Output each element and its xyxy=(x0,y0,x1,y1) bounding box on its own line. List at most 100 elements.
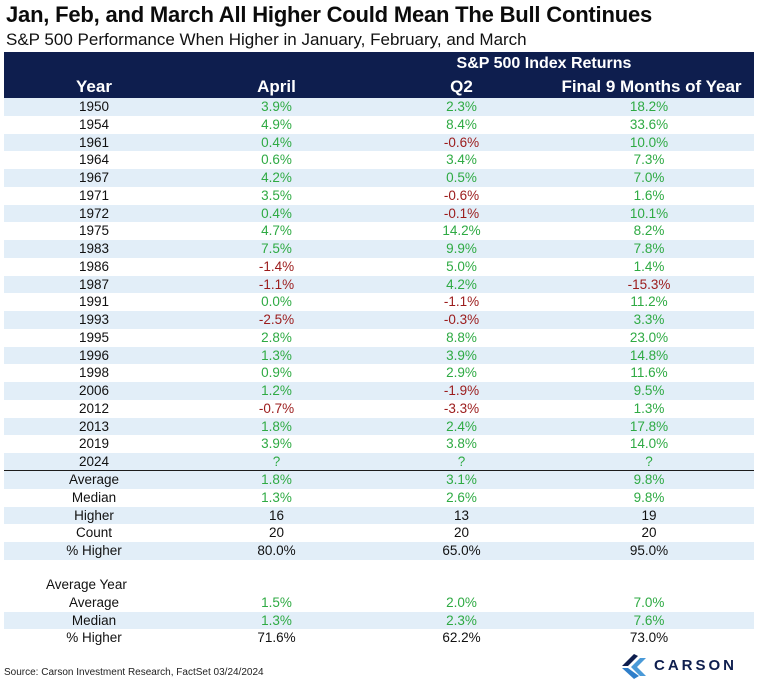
year-cell: 2013 xyxy=(78,418,110,434)
april-cell: 20 xyxy=(268,525,285,541)
year-cell: 1987 xyxy=(78,276,110,292)
table-row: 1971 3.5% -0.6% 1.6% xyxy=(4,187,754,205)
q2-cell: 20 xyxy=(453,525,470,541)
year-cell: 1986 xyxy=(78,258,110,274)
summary-row: Median 1.3% 2.6% 9.8% xyxy=(4,489,754,507)
final-9-months-cell: 9.5% xyxy=(633,383,665,398)
final-9-months-cell: 10.1% xyxy=(629,205,669,221)
q2-cell: 9.9% xyxy=(446,241,477,256)
carson-logo-icon xyxy=(622,654,646,679)
summary-row: Average 1.8% 3.1% 9.8% xyxy=(4,471,754,489)
table-row: 1950 3.9% 2.3% 18.2% xyxy=(4,98,754,116)
q2-cell: -1.1% xyxy=(443,294,480,310)
q2-cell: -0.1% xyxy=(443,205,480,221)
april-cell: 3.9% xyxy=(261,99,292,114)
q2-cell: -0.6% xyxy=(443,187,480,203)
table-row: 1993 -2.5% -0.3% 3.3% xyxy=(4,311,754,329)
q2-cell: 5.0% xyxy=(446,258,477,274)
q2-cell: -3.3% xyxy=(443,400,480,416)
divider xyxy=(4,470,754,472)
final-9-months-cell: 17.8% xyxy=(629,418,669,434)
april-cell: 80.0% xyxy=(257,543,296,558)
year-cell: Higher xyxy=(74,507,114,523)
table-row: 1967 4.2% 0.5% 7.0% xyxy=(4,169,754,187)
summary-row: Count 20 20 20 xyxy=(4,524,754,542)
final-9-months-cell: 1.4% xyxy=(633,258,665,274)
q2-cell: 4.2% xyxy=(446,276,477,292)
summary-row: % Higher 80.0% 65.0% 95.0% xyxy=(4,542,754,560)
year-cell: Average xyxy=(68,472,120,487)
q2-cell: 2.4% xyxy=(446,418,477,434)
carson-logo-text: CARSON xyxy=(654,657,738,674)
final-9-months-cell: 11.2% xyxy=(630,294,668,310)
april-cell: 2.8% xyxy=(261,329,292,345)
final-9-months-cell: -15.3% xyxy=(627,276,671,292)
year-cell: 1950 xyxy=(78,99,110,114)
table-row: 2012 -0.7% -3.3% 1.3% xyxy=(4,400,754,418)
table-row: 2006 1.2% -1.9% 9.5% xyxy=(4,382,754,400)
april-cell: 1.3% xyxy=(261,612,292,628)
q2-cell: -0.6% xyxy=(443,134,480,150)
q2-cell: 2.3% xyxy=(446,612,477,628)
summary-rows: Average 1.8% 3.1% 9.8% Median 1.3% 2.6% 9.8% Hig… xyxy=(4,471,754,560)
average-year-title: Average Year xyxy=(46,577,127,592)
year-cell: 2024 xyxy=(78,454,110,469)
table-row: 1995 2.8% 8.8% 23.0% xyxy=(4,329,754,347)
april-cell: 3.5% xyxy=(261,187,292,203)
data-rows: 1950 3.9% 2.3% 18.2% 1954 4.9% 8.4% 33.6% 1961 0.… xyxy=(4,98,754,471)
source-note: Source: Carson Investment Research, Fact… xyxy=(4,667,264,678)
table-row: 1987 -1.1% 4.2% -15.3% xyxy=(4,275,754,294)
table-row: 1975 4.7% 14.2% 8.2% xyxy=(4,222,754,240)
year-cell: Count xyxy=(75,525,113,541)
april-cell: 7.5% xyxy=(261,241,292,256)
average-year-row: Average 1.5% 2.0% 7.0% xyxy=(4,594,754,612)
final-9-months-cell: 14.0% xyxy=(629,436,669,452)
summary-row: Higher 16 13 19 xyxy=(4,506,754,525)
q2-cell: ? xyxy=(457,454,466,469)
q2-cell: 2.6% xyxy=(446,489,477,505)
q2-cell: 3.4% xyxy=(446,152,477,168)
year-cell: 1971 xyxy=(78,187,110,203)
q2-cell: 14.2% xyxy=(442,223,481,239)
page-title: Jan, Feb, and March All Higher Could Mea… xyxy=(6,2,653,27)
q2-cell: 2.0% xyxy=(446,594,477,610)
year-cell: 1983 xyxy=(78,241,110,256)
average-year-row: Median 1.3% 2.3% 7.6% xyxy=(4,611,754,630)
year-cell: 1954 xyxy=(78,116,110,132)
table-row: 1964 0.6% 3.4% 7.3% xyxy=(4,151,754,169)
april-cell: 16 xyxy=(268,507,285,523)
q2-cell: 65.0% xyxy=(442,543,481,558)
april-cell: 0.4% xyxy=(261,134,292,150)
april-cell: -1.4% xyxy=(258,258,295,274)
table-row: 1954 4.9% 8.4% 33.6% xyxy=(4,116,754,134)
april-cell: -1.1% xyxy=(258,276,295,292)
april-cell: 3.9% xyxy=(261,436,292,452)
april-cell: 4.9% xyxy=(261,116,292,132)
column-header-final-9-months: Final 9 Months of Year xyxy=(561,77,742,96)
year-cell: % Higher xyxy=(66,543,122,558)
final-9-months-cell: 7.3% xyxy=(633,152,665,168)
april-cell: 1.8% xyxy=(261,418,292,434)
final-9-months-cell: 11.6% xyxy=(630,365,668,381)
year-cell: 1964 xyxy=(78,152,110,168)
final-9-months-cell: 7.6% xyxy=(633,612,665,628)
april-cell: 1.5% xyxy=(261,594,292,610)
page-subtitle: S&P 500 Performance When Higher in Janua… xyxy=(6,30,527,49)
year-cell: 2019 xyxy=(78,436,110,452)
year-cell: 1998 xyxy=(78,365,110,381)
april-cell: 4.2% xyxy=(261,170,292,185)
table-row: 1998 0.9% 2.9% 11.6% xyxy=(4,364,754,382)
q2-cell: 3.1% xyxy=(446,472,477,487)
final-9-months-cell: 10.0% xyxy=(629,134,669,150)
april-cell: 0.9% xyxy=(261,365,292,381)
final-9-months-cell: 1.6% xyxy=(633,187,665,203)
q2-cell: 0.5% xyxy=(446,170,477,185)
final-9-months-cell: 95.0% xyxy=(629,543,669,558)
column-header-q2: Q2 xyxy=(450,77,473,96)
year-cell: Average xyxy=(68,594,120,610)
table-row: 2019 3.9% 3.8% 14.0% xyxy=(4,435,754,453)
table-row: 2024??? xyxy=(4,453,754,471)
april-cell: 1.8% xyxy=(261,472,292,487)
year-cell: 1996 xyxy=(78,347,110,363)
final-9-months-cell: 9.8% xyxy=(633,472,665,487)
